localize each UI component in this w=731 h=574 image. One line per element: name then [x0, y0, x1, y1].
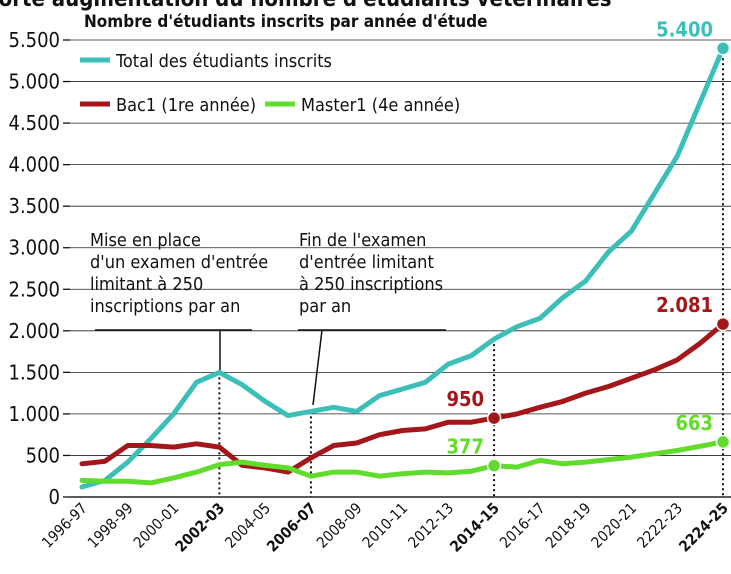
value-label: 2.081 [656, 293, 713, 317]
annotation: Fin de l'examen [299, 230, 426, 251]
y-tick-label: 0 [49, 485, 60, 509]
point-marker [715, 41, 731, 56]
annotation: à 250 inscriptions [299, 274, 443, 295]
series-line [79, 321, 726, 475]
x-tick-label: 2002-03 [172, 499, 229, 556]
y-tick-label: 2.500 [9, 277, 61, 301]
x-tick-label: 1998-99 [84, 499, 137, 552]
x-tick-label: 2008-09 [313, 499, 366, 552]
x-tick-label: 2014-15 [446, 499, 503, 556]
annotation: limitant à 250 [90, 274, 203, 295]
legend-label: Bac1 (1re année) [116, 95, 256, 116]
series-line [79, 45, 726, 490]
annotation: inscriptions par an [90, 296, 240, 317]
point-marker [486, 410, 502, 426]
annotation-pointer [312, 329, 323, 406]
x-tick-label: 2016-17 [496, 499, 549, 552]
legend-label: Master1 (4e année) [301, 95, 460, 116]
annotation: d'un examen d'entrée [90, 252, 268, 273]
y-tick-label: 5.500 [9, 28, 61, 52]
chart-subtitle: Nombre d'étudiants inscrits par année d'… [84, 12, 487, 32]
y-tick-label: 5.000 [9, 70, 61, 94]
annotation: d'entrée limitant [299, 252, 434, 273]
annotation: Mise en place [90, 230, 201, 251]
y-tick-label: 4.500 [9, 111, 61, 135]
legend-label: Total des étudiants inscrits [115, 51, 332, 72]
value-label: 663 [675, 411, 713, 435]
value-label: 5.400 [656, 17, 713, 41]
y-tick-label: 3.500 [9, 194, 61, 218]
x-tick-label: 1996-97 [38, 499, 91, 552]
value-label: 377 [447, 435, 485, 459]
y-tick-label: 4.000 [9, 153, 61, 177]
point-marker [715, 316, 731, 332]
y-tick-label: 3.000 [9, 236, 61, 260]
chart-title: Forte augmentation du nombre d'étudiants… [0, 0, 612, 12]
x-tick-label: 2010-11 [359, 499, 412, 552]
point-marker [486, 458, 502, 473]
y-tick-label: 1.000 [9, 402, 61, 426]
series-line [79, 439, 726, 486]
x-tick-label: 2018-19 [542, 499, 595, 552]
x-tick-label: 2224-25 [675, 499, 731, 556]
y-tick-label: 500 [26, 443, 60, 467]
x-tick-label: 2006-07 [263, 499, 320, 556]
y-tick-label: 1.500 [9, 360, 61, 384]
value-label: 950 [447, 387, 485, 411]
point-marker [715, 434, 731, 450]
annotation: par an [299, 296, 351, 317]
x-tick-label: 2020-21 [588, 499, 641, 552]
y-tick-label: 2.000 [9, 319, 61, 343]
